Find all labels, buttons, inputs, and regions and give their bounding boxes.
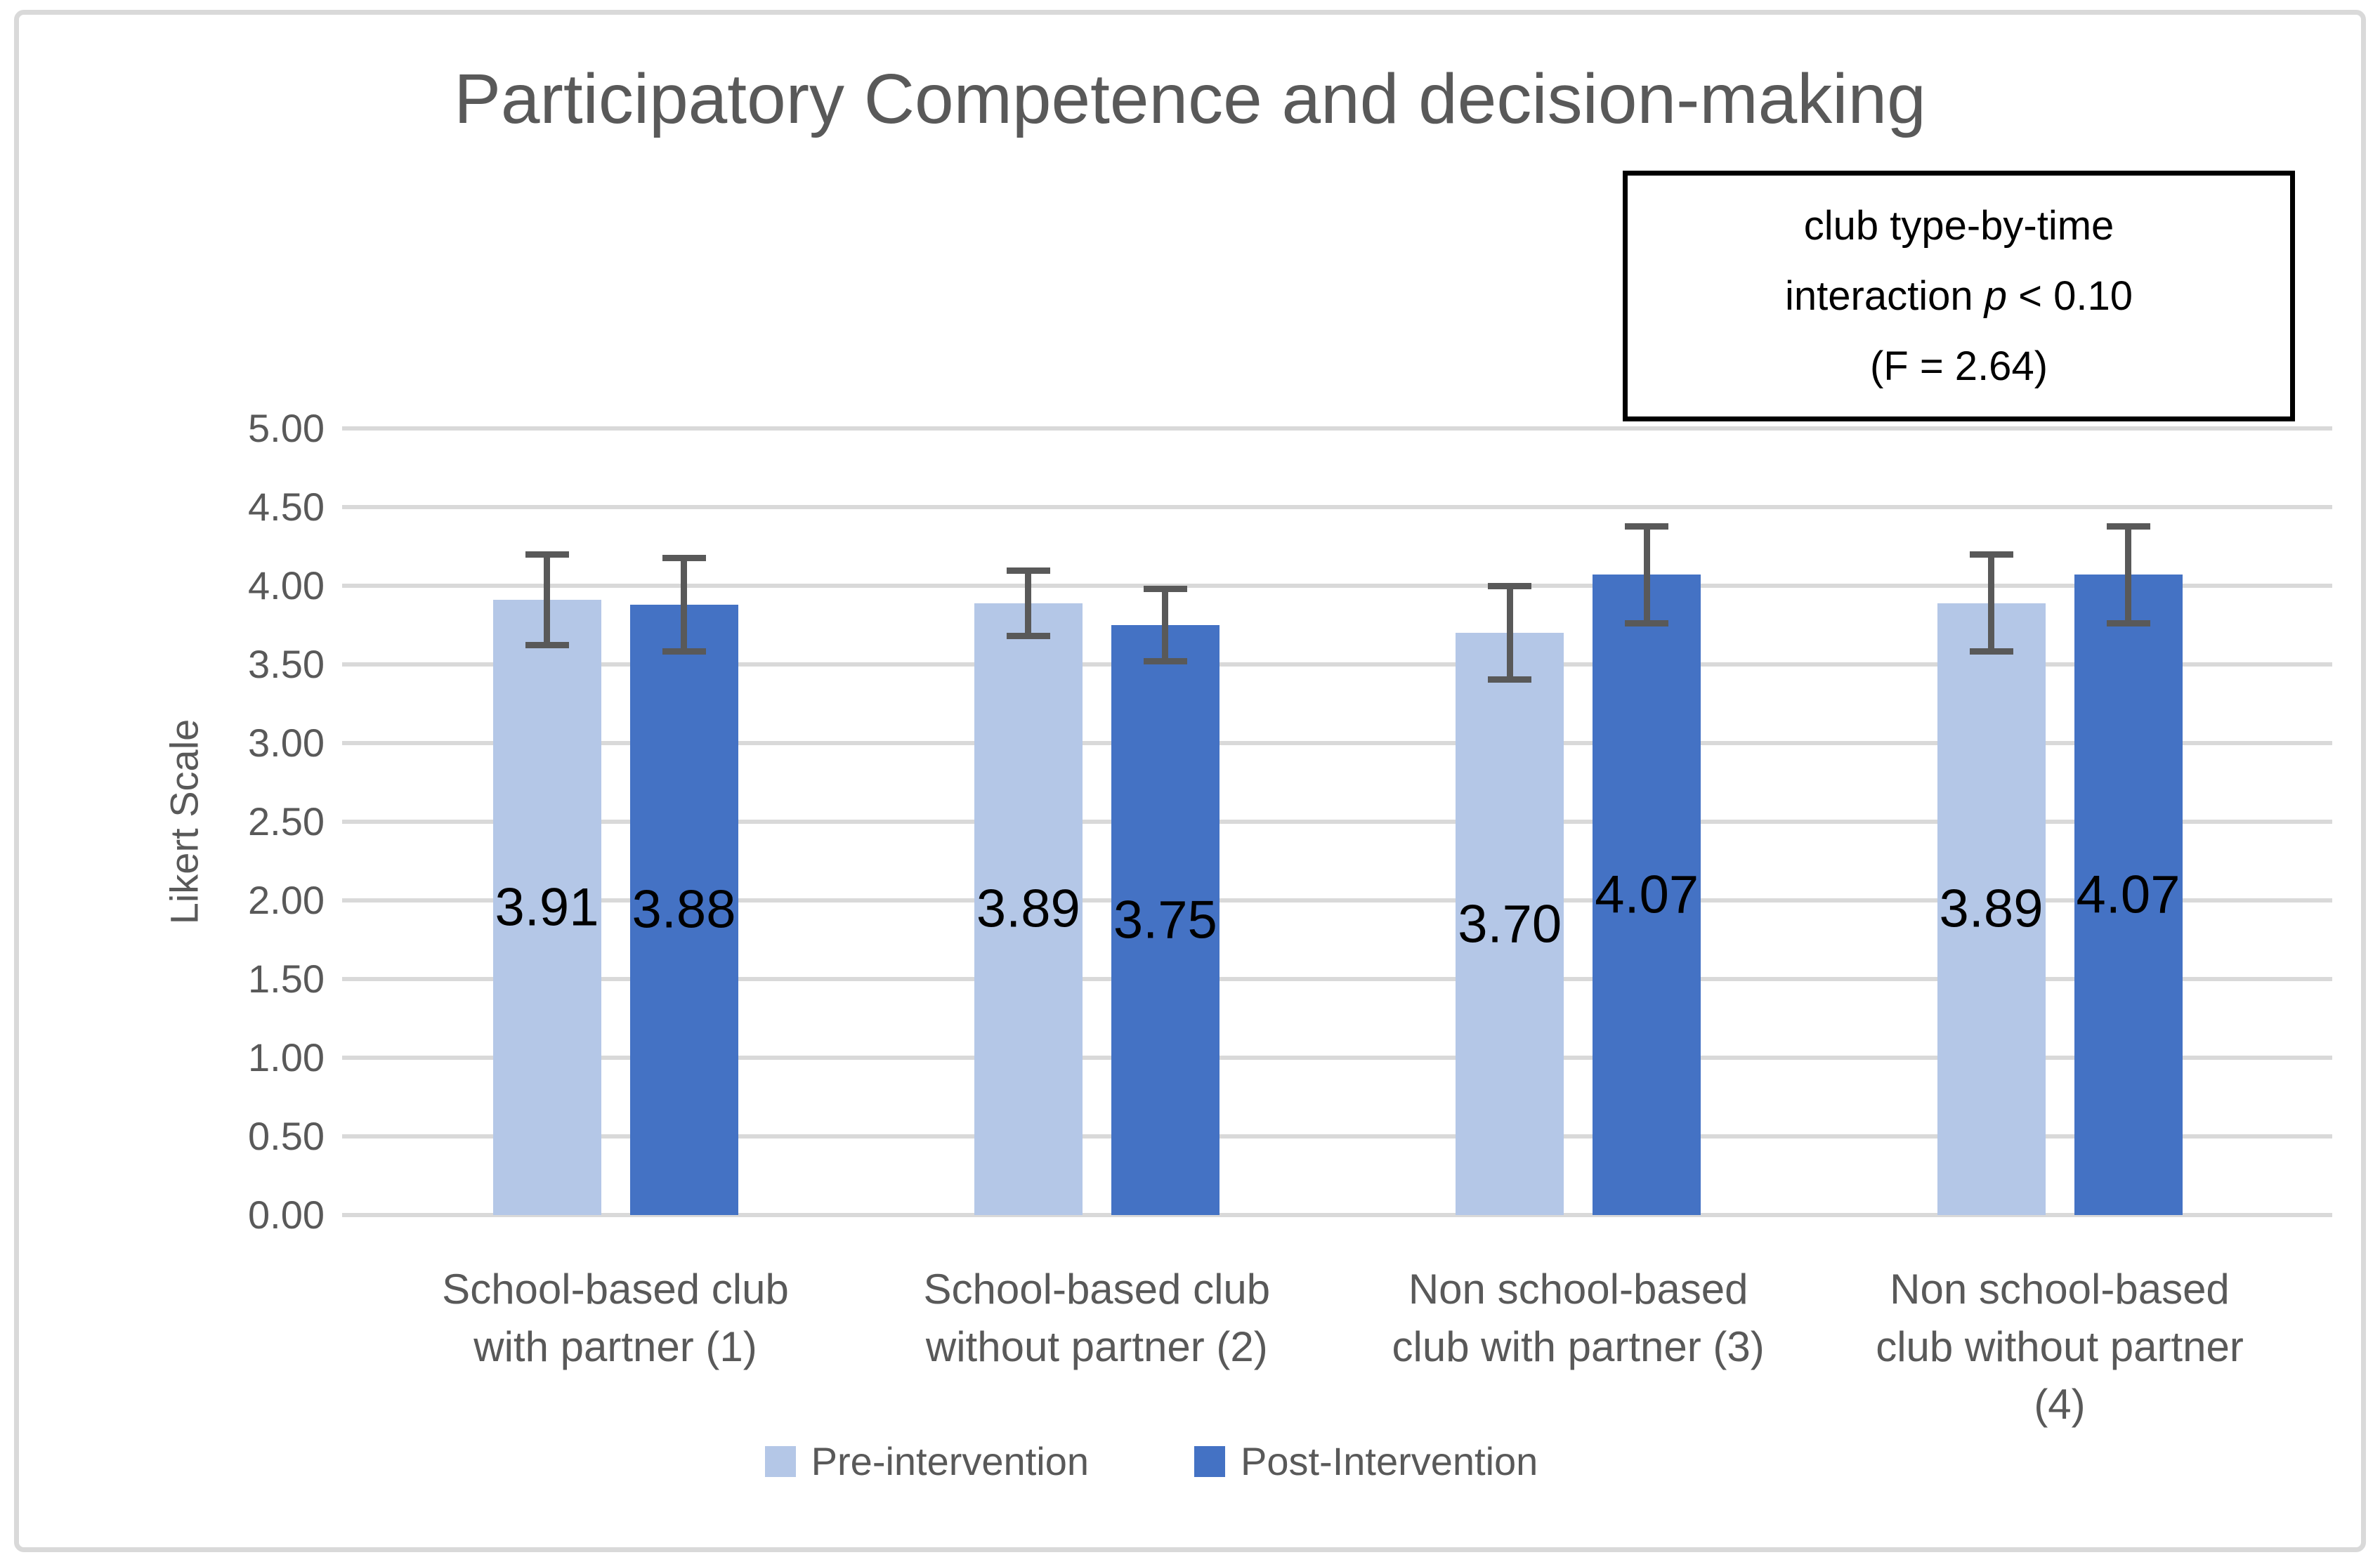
error-bar-cap-bottom <box>2106 619 2150 626</box>
error-bar-cap-bottom <box>662 648 706 655</box>
legend-item-pre-intervention: Pre-intervention <box>764 1438 1089 1484</box>
data-label: 3.89 <box>1939 879 2044 939</box>
x-axis-category-label: Non school-based club without partner (4) <box>1814 1261 2306 1433</box>
y-axis-tick-label: 0.50 <box>248 1114 325 1158</box>
y-axis-tick-label: 1.00 <box>248 1035 325 1079</box>
category-line: (4) <box>2034 1381 2086 1428</box>
error-bar-cap-top <box>1006 567 1050 574</box>
data-label: 3.75 <box>1113 890 1217 950</box>
legend: Pre-intervention Post-Intervention <box>0 1438 2341 1484</box>
x-axis-category-label: Non school-based club with partner (3) <box>1333 1261 1824 1376</box>
y-axis-tick-label: 4.50 <box>248 485 325 529</box>
x-axis-category-label: School-based club without partner (2) <box>851 1261 1342 1376</box>
gridline <box>342 898 2332 903</box>
y-axis-tick-label: 3.00 <box>248 721 325 765</box>
bar-pre-intervention <box>492 600 601 1215</box>
gridline <box>342 426 2332 431</box>
category-line: School-based club <box>923 1266 1271 1313</box>
bar-pre-intervention <box>974 603 1083 1215</box>
gridline <box>342 505 2332 509</box>
bar-post-intervention <box>629 604 738 1215</box>
y-axis-tick-label: 5.00 <box>248 406 325 450</box>
error-bar-cap-top <box>662 554 706 561</box>
data-label: 3.88 <box>632 879 736 940</box>
error-bar-cap-bottom <box>1006 632 1050 639</box>
bar-post-intervention <box>1111 625 1220 1215</box>
gridline <box>342 741 2332 745</box>
legend-label-post-intervention: Post-Intervention <box>1240 1439 1538 1483</box>
data-label: 3.89 <box>976 879 1080 939</box>
y-axis-tick-label: 2.50 <box>248 799 325 844</box>
y-axis-tick-label: 2.00 <box>248 878 325 922</box>
x-axis-category-label: School-based club with partner (1) <box>370 1261 861 1376</box>
error-bar <box>681 557 687 652</box>
gridline <box>342 662 2332 667</box>
error-bar <box>1025 570 1032 636</box>
error-bar-cap-top <box>1969 551 2013 558</box>
annotation-p-symbol: p <box>1984 273 2007 319</box>
error-bar <box>1506 586 1513 681</box>
error-bar-cap-bottom <box>1969 648 2013 655</box>
error-bar-cap-top <box>1625 523 1669 530</box>
bar-post-intervention <box>1593 575 1701 1215</box>
gridline <box>342 1134 2332 1138</box>
error-bar-cap-bottom <box>1143 657 1187 664</box>
y-axis-tick-label: 3.50 <box>248 642 325 686</box>
legend-swatch-post-intervention <box>1194 1445 1225 1477</box>
gridline <box>342 820 2332 824</box>
error-bar-cap-bottom <box>1625 619 1669 626</box>
category-line: without partner (2) <box>925 1323 1268 1370</box>
category-line: School-based club <box>442 1266 789 1313</box>
error-bar-cap-top <box>2106 523 2150 530</box>
data-label: 3.70 <box>1458 894 1562 954</box>
data-label: 4.07 <box>1595 865 1699 925</box>
error-bar <box>1988 554 1994 652</box>
gridline <box>342 977 2332 981</box>
error-bar <box>544 554 550 646</box>
legend-item-post-intervention: Post-Intervention <box>1194 1438 1538 1484</box>
category-line: Non school-based <box>1408 1266 1748 1313</box>
error-bar-cap-top <box>525 551 569 558</box>
y-axis-tick-label: 0.00 <box>248 1193 325 1237</box>
error-bar <box>1643 525 1650 624</box>
error-bar-cap-bottom <box>525 642 569 649</box>
annotation-line2: interaction p < 0.10 <box>1785 261 2133 332</box>
annotation-line1: club type-by-time <box>1803 202 2114 249</box>
category-line: club with partner (3) <box>1392 1323 1765 1370</box>
annotation-box: club type-by-time interaction p < 0.10 (… <box>1623 171 2295 421</box>
bar-pre-intervention <box>1456 633 1564 1215</box>
bar-pre-intervention <box>1937 603 2046 1215</box>
chart-title: Participatory Competence and decision-ma… <box>454 60 1926 138</box>
bar-post-intervention <box>2074 575 2183 1215</box>
gridline <box>342 584 2332 588</box>
category-line: with partner (1) <box>473 1323 757 1370</box>
gridline <box>342 1056 2332 1060</box>
gridline <box>342 1213 2332 1217</box>
legend-label-pre-intervention: Pre-intervention <box>811 1439 1089 1483</box>
annotation-line3: (F = 2.64) <box>1869 343 2048 389</box>
annotation-line2-text: interaction <box>1785 273 1985 319</box>
y-axis-tick-label: 1.50 <box>248 957 325 1001</box>
error-bar <box>2125 525 2131 624</box>
annotation-line2-value: < 0.10 <box>2007 273 2133 319</box>
category-line: club without partner <box>1876 1323 2244 1370</box>
legend-swatch-pre-intervention <box>764 1445 796 1477</box>
error-bar-cap-bottom <box>1488 676 1532 683</box>
y-axis-tick-label: 4.00 <box>248 563 325 608</box>
error-bar-cap-top <box>1143 586 1187 593</box>
category-line: Non school-based <box>1890 1266 2230 1313</box>
data-label: 3.91 <box>495 877 599 938</box>
error-bar <box>1162 589 1169 662</box>
error-bar-cap-top <box>1488 583 1532 589</box>
data-label: 4.07 <box>2076 865 2180 925</box>
